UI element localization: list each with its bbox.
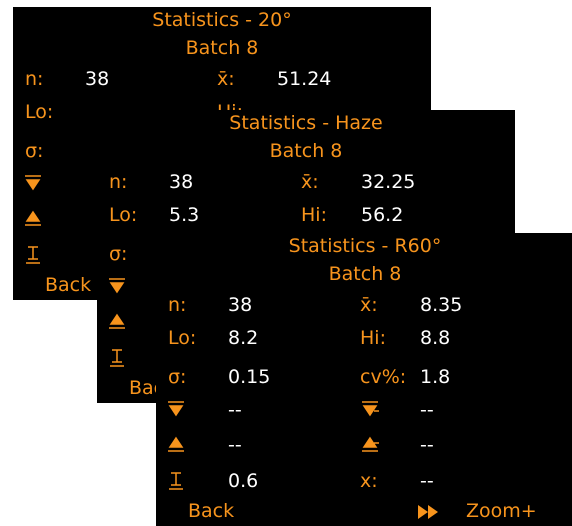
stat-label: x̄:	[217, 68, 235, 90]
stat-icon	[168, 401, 184, 417]
stat-label: Hi:	[360, 327, 386, 349]
zoom-button: Zoom+	[466, 500, 537, 522]
stat-label: n:	[109, 171, 128, 193]
stat-label: n:	[25, 68, 44, 90]
stat-value: 38	[85, 68, 110, 90]
stat-value: --	[420, 399, 434, 421]
batch-label: Batch 8	[185, 37, 259, 59]
stat-label: Lo:	[168, 327, 197, 349]
stat-label: x̄:	[360, 294, 378, 316]
stat-value: --	[228, 399, 242, 421]
stat-label: σ:	[25, 140, 44, 162]
back-button: Back	[45, 274, 92, 296]
stat-icon	[25, 175, 41, 191]
stat-icon	[25, 210, 41, 226]
stat-value: 0.15	[228, 366, 271, 388]
stat-label: x̄:	[301, 171, 319, 193]
stat-value: 0.6	[228, 470, 259, 492]
stat-value: 8.8	[420, 327, 451, 349]
screen-title: Statistics - R60°	[288, 235, 442, 257]
stat-label: σ:	[109, 243, 128, 265]
device-screen: Statistics - R60° Batch 8 n: 38 x̄: 8.35 Lo: 8.…	[156, 233, 572, 526]
stat-value: 38	[169, 171, 194, 193]
stat-value: 32.25	[361, 171, 416, 193]
back-button: Back	[188, 500, 235, 522]
stat-value: 8.35	[420, 294, 463, 316]
stat-value: --	[228, 434, 242, 456]
stat-value: 5.3	[169, 204, 200, 226]
stat-icon	[168, 436, 184, 452]
stat-value: 51.24	[277, 68, 332, 90]
screen-title: Statistics - 20°	[152, 9, 292, 31]
stat-label: x:	[360, 470, 378, 492]
batch-label: Batch 8	[269, 140, 343, 162]
stat-value: 8.2	[228, 327, 259, 349]
stat-icon	[169, 472, 183, 490]
stat-value: 1.8	[420, 366, 451, 388]
stat-value: --	[420, 470, 434, 492]
forward-icon	[418, 505, 438, 519]
stat-value: 56.2	[361, 204, 404, 226]
stat-icon	[26, 246, 40, 264]
stat-label: n:	[168, 294, 187, 316]
screen-title: Statistics - Haze	[229, 112, 383, 134]
stat-icon	[110, 349, 124, 367]
stat-label: Lo:	[109, 204, 138, 226]
stat-icon	[362, 401, 379, 417]
stat-icon	[109, 278, 125, 294]
stat-icon	[362, 436, 379, 452]
stat-value: --	[420, 434, 434, 456]
stat-value: 38	[228, 294, 253, 316]
stat-icon	[109, 313, 125, 329]
stat-label: Hi:	[301, 204, 327, 226]
batch-label: Batch 8	[328, 263, 402, 285]
stat-label: Lo:	[25, 101, 54, 123]
stat-label: σ:	[168, 366, 187, 388]
stat-label: cv%:	[360, 366, 407, 388]
